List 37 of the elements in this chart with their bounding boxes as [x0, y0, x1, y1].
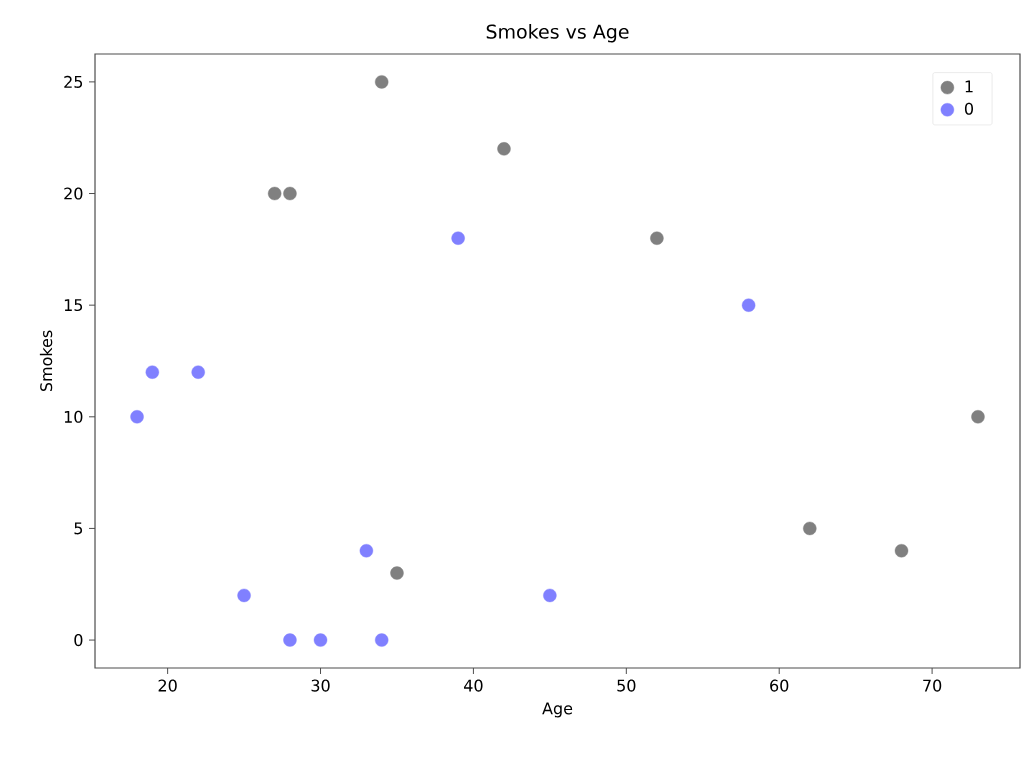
- x-tick-label: 20: [158, 679, 177, 692]
- point: [313, 633, 328, 647]
- point: [543, 588, 557, 603]
- point: [130, 410, 144, 424]
- point: [971, 410, 985, 424]
- point: [497, 142, 511, 156]
- x-tick-label: 70: [923, 679, 942, 692]
- point: [237, 588, 251, 603]
- point: [374, 75, 389, 89]
- x-tick-label: 40: [464, 679, 483, 692]
- legend-label: 0: [964, 102, 974, 115]
- point: [741, 298, 756, 312]
- y-tick-label: 20: [64, 187, 83, 200]
- point: [283, 186, 297, 201]
- y-tick-label: 10: [64, 410, 83, 423]
- point: [145, 365, 160, 379]
- x-axis-title: Age: [542, 702, 573, 718]
- point: [267, 186, 282, 201]
- x-tick-label: 30: [311, 679, 330, 692]
- point: [191, 365, 205, 379]
- y-tick-label: 0: [74, 634, 83, 647]
- point: [390, 566, 404, 580]
- point: [451, 231, 465, 245]
- x-tick-label: 50: [617, 679, 636, 692]
- point: [283, 633, 297, 647]
- y-tick-label: 25: [64, 75, 83, 88]
- point: [894, 544, 909, 558]
- point: [374, 633, 389, 647]
- x-tick-label: 60: [770, 679, 789, 692]
- y-axis-title: Smokes: [39, 330, 53, 392]
- legend-label: 1: [965, 80, 973, 93]
- y-tick-label: 15: [64, 299, 83, 312]
- point: [803, 521, 817, 536]
- chart-title: Smokes vs Age: [486, 24, 629, 43]
- point: [359, 544, 374, 558]
- y-tick-label: 5: [74, 522, 83, 535]
- point: [650, 231, 664, 245]
